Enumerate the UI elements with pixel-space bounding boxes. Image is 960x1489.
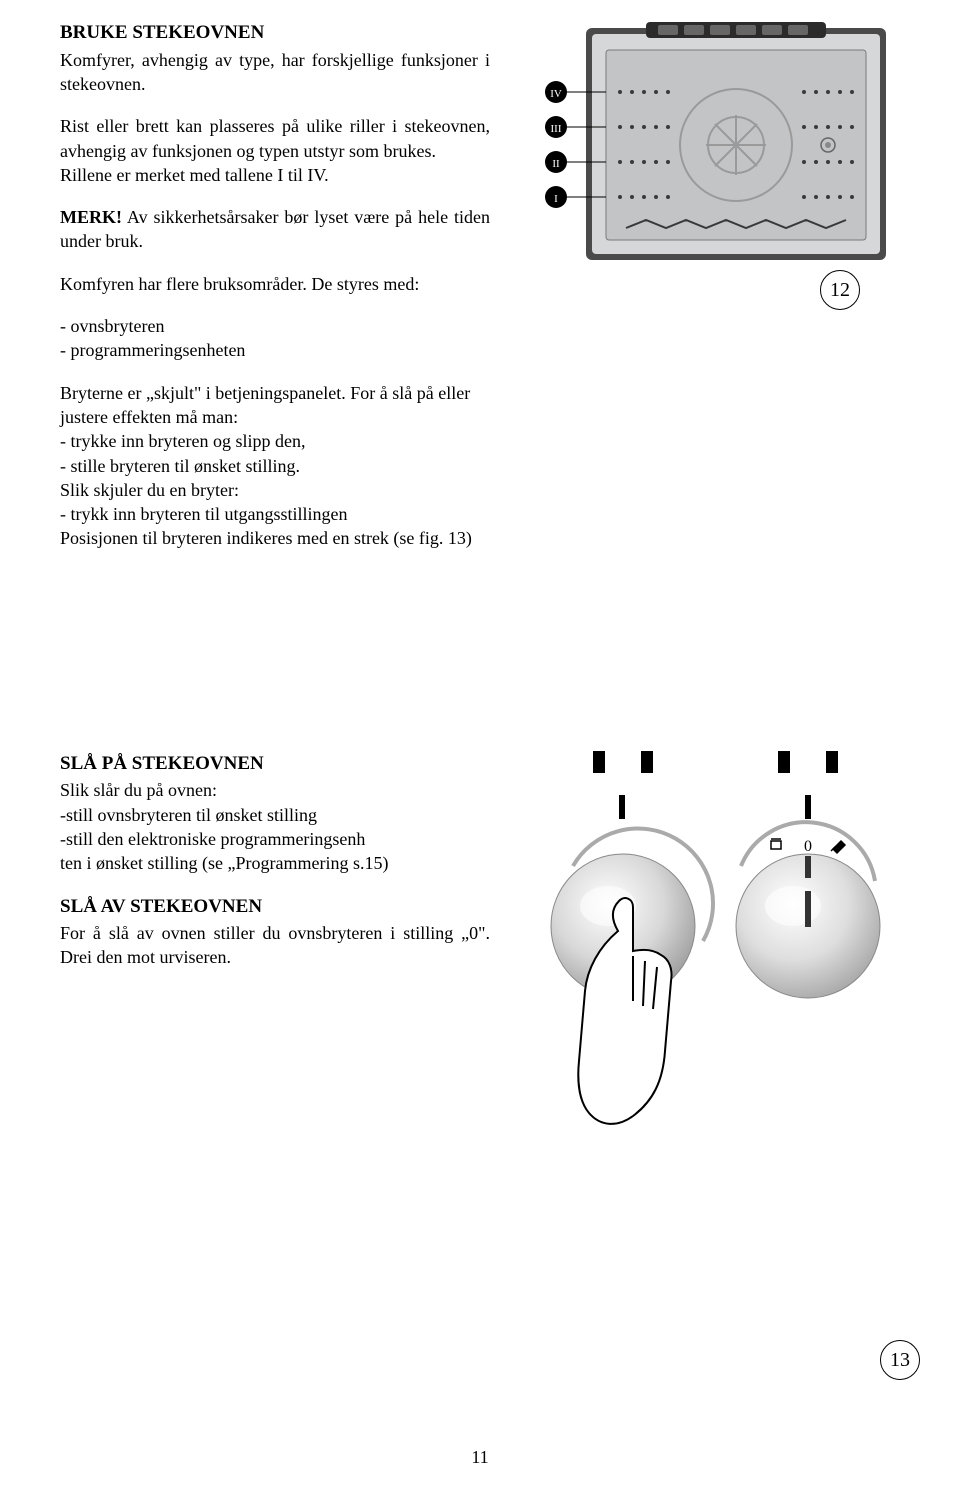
lower-right-column: 0 <box>526 751 900 1131</box>
section1-p4: Komfyren har flere bruksområder. De styr… <box>60 272 490 296</box>
section1-p6: Slik skjuler du en bryter: <box>60 478 490 502</box>
section1-merk: MERK! Av sikkerhetsårsaker bør lyset vær… <box>60 205 490 254</box>
merk-label: MERK! <box>60 207 122 227</box>
merk-text: Av sikkerhetsårsaker bør lyset være på h… <box>60 207 490 251</box>
section2-title: SLÅ PÅ STEKEOVNEN <box>60 751 490 777</box>
section1-p2: Rist eller brett kan plasseres på ulike … <box>60 114 490 163</box>
oven-label-3: III <box>551 123 562 135</box>
section1-p3: Rillene er merket med tallene I til IV. <box>60 163 490 187</box>
lower-left-column: SLÅ PÅ STEKEOVNEN Slik slår du på ovnen:… <box>60 751 490 1131</box>
right-column: IV III II I 12 <box>526 20 900 551</box>
figure-13-label: 13 <box>880 1340 920 1380</box>
knobs-diagram: 0 <box>533 751 893 1131</box>
oven-label-2: II <box>552 158 560 170</box>
list2-b: - stille bryteren til ønsket stilling. <box>60 454 490 478</box>
section3-p1: For å slå av ovnen stiller du ovnsbryter… <box>60 921 490 970</box>
list3-a: - trykk inn bryteren til utgangsstilling… <box>60 502 490 526</box>
page-number: 11 <box>471 1445 488 1469</box>
figure-12-label: 12 <box>820 270 860 310</box>
section3-title: SLÅ AV STEKEOVNEN <box>60 894 490 920</box>
s2-list-a: -still ovnsbryteren til ønsket stilling <box>60 803 490 827</box>
s2-list-b: -still den elektroniske programmeringsen… <box>60 827 490 851</box>
list1-a: - ovnsbryteren <box>60 314 490 338</box>
list1-b: - programmeringsenheten <box>60 338 490 362</box>
section1-p5: Bryterne er „skjult" i betjeningspanelet… <box>60 381 490 430</box>
section1-p7: Posisjonen til bryteren indikeres med en… <box>60 526 490 550</box>
section2-p1: Slik slår du på ovnen: <box>60 778 490 802</box>
oven-svg: IV III II I <box>536 20 896 280</box>
svg-text:0: 0 <box>804 838 812 855</box>
oven-label-4: IV <box>550 88 562 100</box>
list2-a: - trykke inn bryteren og slipp den, <box>60 429 490 453</box>
section2-p2: ten i ønsket stilling (se „Programmering… <box>60 851 490 875</box>
oven-label-1: I <box>554 193 558 205</box>
section1-title: BRUKE STEKEOVNEN <box>60 20 490 46</box>
left-column: BRUKE STEKEOVNEN Komfyrer, avhengig av t… <box>60 20 490 551</box>
section1-p1: Komfyrer, avhengig av type, har forskjel… <box>60 48 490 97</box>
oven-diagram: IV III II I <box>536 20 896 286</box>
